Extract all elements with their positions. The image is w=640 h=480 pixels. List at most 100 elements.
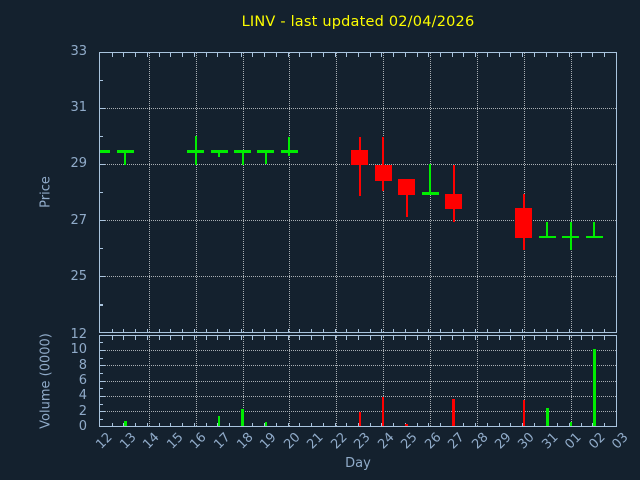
x-tick-mark (498, 422, 500, 426)
x-tick-mark (486, 53, 488, 57)
candle-doji-dash (234, 150, 251, 153)
x-tick-mark (311, 336, 313, 340)
x-tick-mark (369, 53, 371, 57)
volume-gridline (100, 395, 616, 397)
x-tick-mark (123, 53, 125, 57)
x-tick-mark (357, 336, 359, 340)
x-tick-mark (275, 328, 277, 332)
x-tick-mark (615, 328, 616, 332)
x-tick-mark (381, 328, 383, 332)
x-tick-mark (264, 336, 266, 340)
price-tick-mark (100, 79, 103, 81)
volume-tick-label: 10 (70, 342, 87, 358)
x-tick-mark (146, 53, 148, 57)
x-tick-mark (264, 422, 266, 426)
x-tick-mark (287, 422, 289, 426)
day-tick-label: 17 (210, 430, 234, 453)
x-tick-mark (182, 336, 184, 340)
x-tick-mark (322, 422, 324, 426)
x-tick-mark (428, 422, 430, 426)
x-tick-mark (123, 422, 125, 426)
x-tick-mark (111, 336, 113, 340)
x-tick-mark (217, 328, 219, 332)
day-tick-label: 27 (445, 430, 468, 453)
x-tick-mark (252, 422, 254, 426)
volume-tick-mark (100, 411, 105, 413)
x-tick-mark (451, 53, 453, 57)
x-tick-mark (334, 422, 336, 426)
day-tick-label: 29 (492, 430, 515, 453)
candle-doji-dash (187, 150, 205, 153)
x-tick-mark (393, 422, 395, 426)
x-tick-mark (404, 422, 406, 426)
x-tick-mark (463, 336, 465, 340)
x-tick-mark (135, 336, 137, 340)
price-gridline (100, 107, 616, 109)
x-tick-mark (510, 336, 512, 340)
price-tick-mark (100, 220, 105, 222)
volume-gridline (100, 380, 616, 382)
volume-tick-mark (100, 380, 105, 382)
day-tick-label: 01 (562, 430, 585, 453)
x-tick-mark (346, 328, 348, 332)
candle-doji-dash (538, 235, 556, 239)
day-tick-label: 02 (586, 430, 609, 453)
volume-tick-mark (100, 372, 103, 375)
x-tick-mark (615, 53, 616, 57)
candle-wick (241, 151, 244, 166)
x-tick-mark (592, 328, 594, 332)
volume-tick-mark (100, 395, 105, 398)
x-tick-mark (346, 336, 348, 340)
candle-wick (124, 151, 127, 166)
volume-bar (522, 399, 526, 426)
x-tick-mark (217, 53, 219, 57)
candle-doji-dash (280, 150, 298, 153)
x-tick-mark (123, 336, 125, 340)
x-tick-mark (182, 328, 184, 332)
x-tick-mark (311, 422, 313, 426)
x-tick-mark (440, 53, 442, 57)
day-tick-label: 20 (281, 430, 304, 453)
x-tick-mark (416, 336, 418, 340)
price-tick-label: 29 (70, 156, 87, 172)
x-tick-mark (522, 422, 524, 426)
day-tick-label: 13 (117, 430, 140, 453)
candle-wick (593, 221, 596, 238)
x-tick-mark (475, 53, 477, 57)
x-tick-mark (569, 336, 570, 340)
x-tick-mark (545, 336, 547, 340)
x-tick-mark (522, 336, 524, 340)
price-tick-mark (100, 192, 103, 194)
volume-bar (264, 422, 268, 426)
x-tick-mark (428, 328, 430, 332)
volume-tick-label: 6 (78, 373, 87, 388)
x-tick-mark (522, 328, 524, 332)
x-tick-mark (580, 422, 582, 426)
day-tick-label: 28 (468, 430, 492, 453)
x-tick-mark (357, 53, 359, 57)
volume-tick-mark (100, 342, 103, 344)
x-gridline (195, 53, 197, 332)
x-tick-mark (428, 336, 430, 340)
x-tick-mark (369, 422, 371, 426)
day-tick-label: 31 (539, 430, 562, 453)
x-tick-mark (393, 328, 395, 332)
x-tick-mark (451, 422, 453, 426)
x-tick-mark (557, 328, 559, 332)
x-tick-mark (193, 336, 195, 340)
day-tick-label: 26 (421, 430, 445, 453)
candle-wick (264, 151, 267, 164)
x-tick-mark (334, 336, 336, 340)
x-tick-mark (217, 422, 219, 426)
x-tick-mark (170, 328, 172, 332)
volume-gridline (100, 349, 616, 351)
x-gridline (289, 53, 291, 332)
x-tick-mark (381, 336, 383, 340)
x-tick-mark (428, 53, 430, 57)
volume-tick-label: 4 (78, 388, 87, 404)
x-tick-mark (440, 336, 442, 340)
candle-doji-dash (100, 150, 111, 153)
volume-tick-mark (100, 403, 103, 405)
x-tick-mark (299, 422, 301, 426)
x-tick-mark (604, 422, 606, 426)
